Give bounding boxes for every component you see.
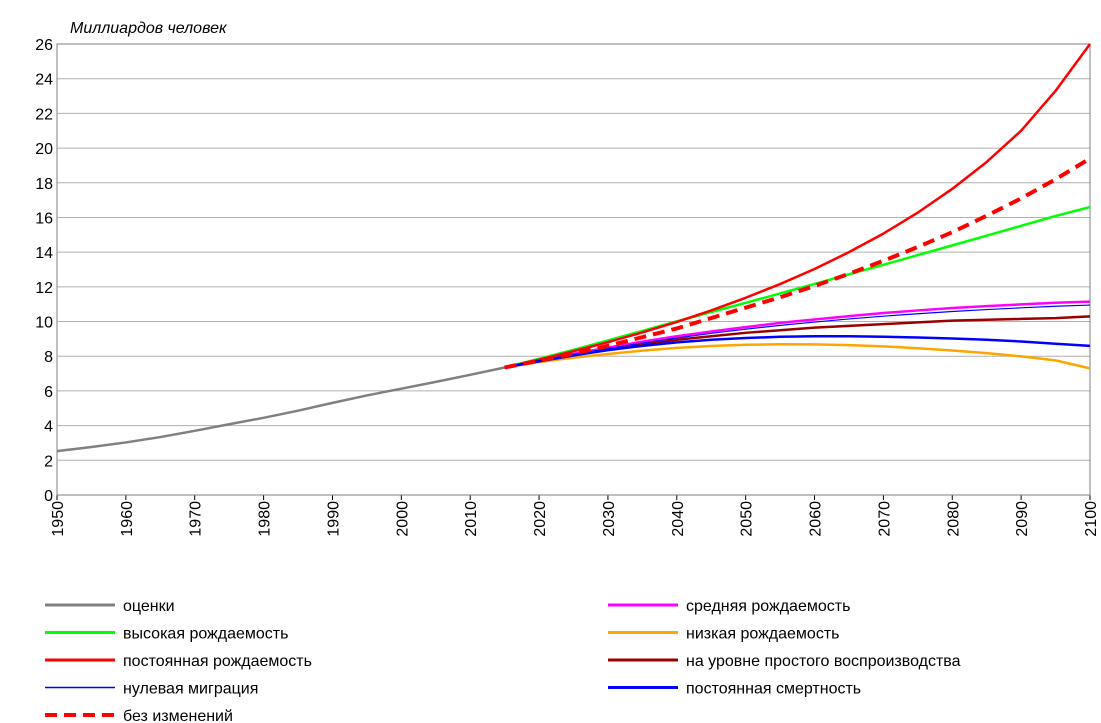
legend-item: нулевая миграция [45,681,258,698]
legend-label: оценки [123,598,175,615]
y-tick-label: 24 [35,72,53,89]
legend-label: постоянная смертность [686,681,861,698]
legend-label: высокая рождаемость [123,626,288,643]
y-tick-label: 4 [44,419,53,436]
legend-label: на уровне простого воспроизводства [686,653,961,670]
legend-item: средняя рождаемость [608,598,850,615]
y-tick-label: 18 [35,176,53,193]
series-line [504,43,1092,369]
y-tick-label: 10 [35,315,53,332]
x-tick-label: 2020 [532,501,549,537]
series-line [56,366,505,453]
y-tick-label: 6 [44,384,53,401]
x-tick-label: 2060 [808,501,825,537]
x-tick-label: 1990 [325,501,342,537]
series-line [504,304,1091,369]
legend-item: без изменений [45,708,233,723]
y-tick-label: 12 [35,280,53,297]
y-tick-label: 16 [35,210,53,227]
x-tick-label: 1970 [188,501,205,537]
x-tick-label: 2010 [463,501,480,537]
legend-item: низкая рождаемость [608,626,839,643]
y-tick-label: 20 [35,141,53,158]
series-line [504,343,1091,370]
plot-frame [56,43,1091,496]
y-tick-label: 0 [44,488,53,505]
y-tick-label: 26 [35,37,53,54]
x-tick-label: 2030 [601,501,618,537]
legend-label: нулевая миграция [123,681,258,698]
legend-item: постоянная рождаемость [45,653,312,670]
x-tick-label: 2090 [1014,501,1031,537]
legend-item: высокая рождаемость [45,626,288,643]
x-tick-label: 1960 [119,501,136,537]
x-tick-label: 2040 [670,501,687,537]
legend-item: на уровне простого воспроизводства [608,653,961,670]
x-tick-label: 1950 [50,501,67,537]
legend-label: средняя рождаемость [686,598,850,615]
y-tick-label: 2 [44,453,53,470]
x-tick-label: 2100 [1083,501,1100,537]
series-line [504,300,1091,369]
legend-label: без изменений [123,708,233,723]
y-axis-label: Миллиардов человек [70,20,228,37]
legend-item: постоянная смертность [608,681,861,698]
legend-item: оценки [45,598,175,615]
series-line [504,156,1092,370]
y-tick-label: 8 [44,349,53,366]
x-tick-label: 2070 [876,501,893,537]
x-tick-label: 2080 [945,501,962,537]
legend-label: постоянная рождаемость [123,653,312,670]
series-line [504,205,1091,369]
y-tick-label: 22 [35,106,53,123]
legend-label: низкая рождаемость [686,626,839,643]
x-tick-label: 2050 [739,501,756,537]
x-tick-label: 2000 [394,501,411,537]
y-tick-label: 14 [35,245,53,262]
series-line [504,335,1091,369]
x-tick-label: 1980 [257,501,274,537]
